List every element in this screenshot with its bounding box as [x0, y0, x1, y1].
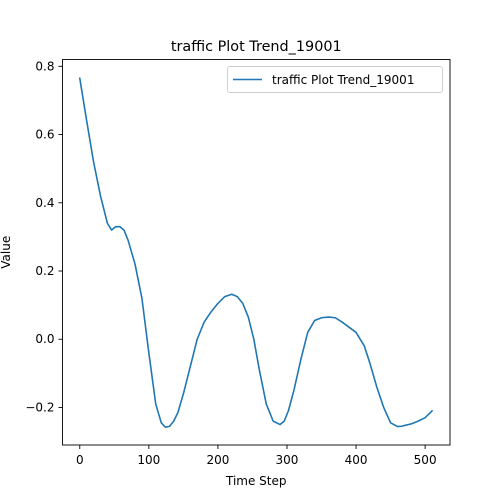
legend: traffic Plot Trend_19001	[227, 66, 443, 93]
axes-ticks: 0 100 200 300 400 500 −0.2 0.0 0.2 0.4 0.6 0.8	[25, 59, 436, 467]
x-tick-label: 0	[76, 453, 84, 467]
y-axis-label: Value	[0, 236, 13, 269]
x-tick-label: 100	[137, 453, 160, 467]
x-tick-label: 200	[206, 453, 229, 467]
legend-entry: traffic Plot Trend_19001	[272, 73, 414, 87]
y-tick-label: 0.2	[35, 264, 54, 278]
x-tick-label: 500	[414, 453, 437, 467]
y-tick-label: −0.2	[25, 400, 54, 414]
chart-title: traffic Plot Trend_19001	[171, 39, 342, 55]
x-axis-label: Time Step	[225, 474, 287, 488]
y-tick-label: 0.6	[35, 128, 54, 142]
x-tick-label: 300	[276, 453, 299, 467]
plot-area	[62, 59, 451, 446]
x-tick-label: 400	[345, 453, 368, 467]
series-line-0	[78, 77, 434, 429]
y-tick-label: 0.8	[35, 59, 54, 73]
y-tick-label: 0.4	[35, 196, 54, 210]
y-tick-label: 0.0	[35, 332, 54, 346]
axes-frame	[62, 59, 451, 446]
legend-box	[227, 66, 443, 93]
